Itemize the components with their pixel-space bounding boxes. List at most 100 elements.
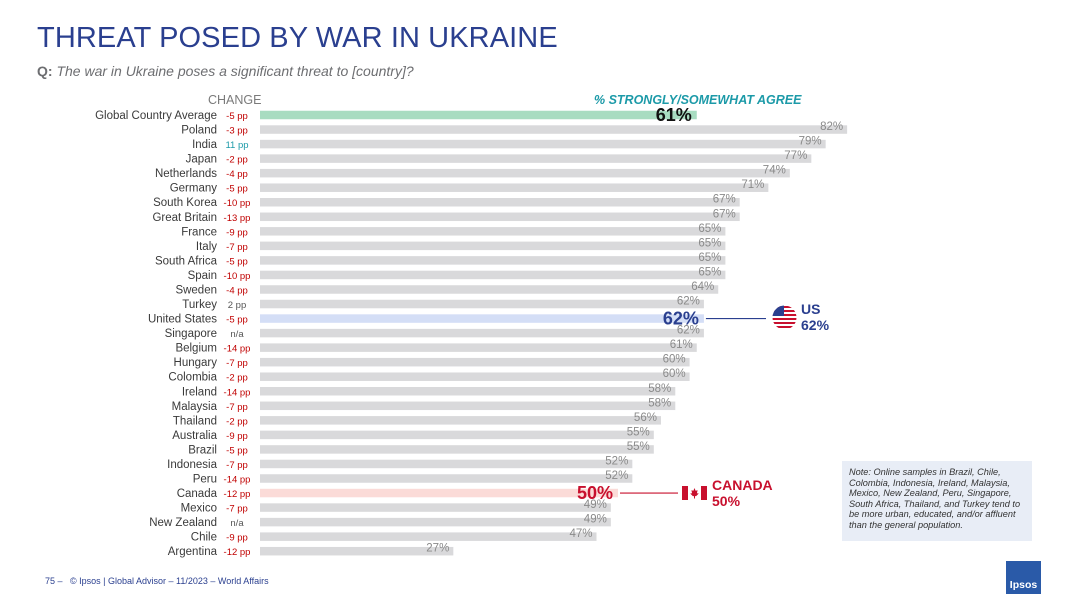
change-label-great-britain: -13 pp [224, 213, 251, 224]
change-label-peru: -14 pp [224, 475, 251, 486]
bar-great-britain [260, 212, 740, 222]
bar-spain [260, 270, 726, 280]
country-label-japan: Japan [186, 154, 217, 166]
change-label-germany: -5 pp [226, 184, 248, 195]
value-label-united-states: 62% [663, 309, 699, 329]
change-label-thailand: -2 pp [226, 416, 248, 427]
country-label-india: India [192, 139, 218, 151]
country-label-chile: Chile [191, 532, 217, 544]
agree-column-header: % STRONGLY/SOMEWHAT AGREE [594, 93, 802, 107]
bar-thailand [260, 416, 661, 425]
value-label-australia: 55% [627, 426, 650, 438]
country-label-ireland: Ireland [182, 386, 217, 398]
country-label-new-zealand: New Zealand [149, 517, 217, 529]
canada-callout-name: CANADA [712, 477, 773, 493]
country-label-netherlands: Netherlands [155, 168, 217, 180]
change-label-sweden: -4 pp [226, 285, 248, 296]
value-label-japan: 77% [784, 150, 807, 162]
bar-india [260, 139, 826, 149]
change-label-malaysia: -7 pp [226, 402, 248, 413]
bar-brazil [260, 445, 654, 454]
bar-argentina [260, 546, 454, 556]
bar-indonesia [260, 459, 633, 469]
bar-peru [260, 474, 633, 483]
change-label-poland: -3 pp [226, 126, 248, 137]
value-label-thailand: 56% [634, 412, 657, 424]
value-label-colombia: 60% [663, 368, 686, 380]
change-label-france: -9 pp [226, 227, 248, 238]
value-label-peru: 52% [605, 470, 628, 482]
bar-japan [260, 154, 812, 163]
bar-germany [260, 183, 769, 192]
change-label-mexico: -7 pp [226, 504, 248, 515]
change-label-hungary: -7 pp [226, 358, 248, 369]
change-label-canada: -12 pp [224, 489, 251, 500]
survey-question: Q: The war in Ukraine poses a significan… [37, 63, 414, 79]
change-label-japan: -2 pp [226, 155, 248, 166]
change-label-brazil: -5 pp [226, 445, 248, 456]
value-label-singapore: 62% [677, 325, 700, 337]
change-label-south-korea: -10 pp [224, 198, 251, 209]
bar-hungary [260, 357, 690, 367]
country-label-belgium: Belgium [175, 343, 217, 355]
bar-italy [260, 241, 726, 251]
bar-poland [260, 125, 848, 134]
country-label-germany: Germany [170, 183, 218, 195]
country-label-south-korea: South Korea [153, 197, 218, 209]
footer-text: © Ipsos | Global Advisor – 11/2023 – Wor… [70, 576, 269, 586]
bar-south-korea [260, 197, 740, 207]
country-label-colombia: Colombia [168, 372, 217, 384]
change-label-turkey: 2 pp [228, 300, 247, 311]
country-label-thailand: Thailand [173, 415, 217, 427]
value-label-mexico: 49% [584, 499, 607, 511]
bar-australia [260, 430, 654, 440]
country-label-peru: Peru [193, 474, 217, 486]
canada-flag-icon [682, 486, 707, 500]
page-number: 75 [45, 576, 56, 586]
bar-netherlands [260, 168, 790, 178]
bar-belgium [260, 343, 697, 352]
value-label-turkey: 62% [677, 296, 700, 308]
change-label-united-states: -5 pp [226, 315, 248, 326]
value-label-canada: 50% [577, 483, 613, 503]
us-callout-value: 62% [801, 317, 830, 333]
change-label-australia: -9 pp [226, 431, 248, 442]
country-label-poland: Poland [181, 125, 217, 137]
country-label-italy: Italy [196, 241, 217, 253]
bar-malaysia [260, 401, 676, 411]
value-label-new-zealand: 49% [584, 514, 607, 526]
country-label-hungary: Hungary [174, 357, 218, 369]
page-title: THREAT POSED BY WAR IN UKRAINE [37, 22, 558, 54]
value-label-italy: 65% [698, 237, 721, 249]
value-label-poland: 82% [820, 121, 843, 133]
country-label-australia: Australia [172, 430, 217, 442]
country-label-spain: Spain [188, 270, 217, 282]
country-label-south-africa: South Africa [155, 255, 218, 267]
change-label-ireland: -14 pp [224, 387, 251, 398]
bar-united-states [260, 314, 704, 323]
value-label-indonesia: 52% [605, 455, 628, 467]
value-label-ireland: 58% [648, 383, 671, 395]
value-label-netherlands: 74% [763, 165, 786, 177]
question-prefix: Q: [37, 63, 53, 79]
change-label-spain: -10 pp [224, 271, 251, 282]
canada-callout-value: 50% [712, 493, 741, 509]
value-label-malaysia: 58% [648, 397, 671, 409]
us-callout-name: US [801, 301, 821, 317]
value-label-great-britain: 67% [713, 208, 736, 220]
bar-sweden [260, 285, 719, 294]
bar-new-zealand [260, 517, 611, 527]
value-label-south-korea: 67% [713, 194, 736, 206]
country-label-sweden: Sweden [175, 284, 217, 296]
change-label-india: 11 pp [225, 140, 248, 151]
country-label-turkey: Turkey [182, 299, 217, 311]
change-label-south-africa: -5 pp [226, 256, 248, 267]
change-label-chile: -9 pp [226, 533, 248, 544]
bar-mexico [260, 503, 611, 512]
country-label-argentina: Argentina [168, 546, 218, 558]
us-flag-icon [772, 305, 797, 330]
value-label-global-country-average: 61% [656, 105, 692, 125]
change-label-colombia: -2 pp [226, 373, 248, 384]
change-column-header: CHANGE [208, 93, 262, 107]
